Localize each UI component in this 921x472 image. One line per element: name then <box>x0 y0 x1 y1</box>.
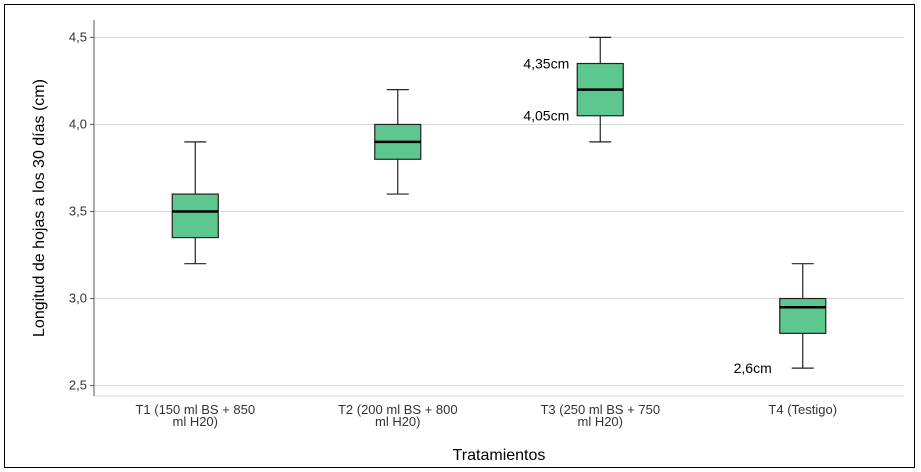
grid-lines <box>94 36 904 397</box>
category-label-line: T3 (250 ml BS + 750 <box>540 402 660 417</box>
category-label-line: ml H20) <box>375 414 421 429</box>
value-annotation: 4,05cm <box>523 108 569 124</box>
x-axis-title: Tratamientos <box>453 447 546 464</box>
boxes <box>171 36 827 369</box>
iqr-box <box>779 297 827 334</box>
category-label: T1 (150 ml BS + 850 ml H20) <box>135 402 255 429</box>
box-4 <box>779 263 827 369</box>
category-label-line: ml H20) <box>172 414 218 429</box>
annotations: 4,35cm 4,05cm 2,6cm <box>523 56 771 377</box>
category-label: T4 (Testigo) <box>768 402 837 417</box>
box-1 <box>171 141 219 265</box>
value-annotation: 2,6cm <box>734 360 772 376</box>
y-tick-label: 3,0 <box>69 291 87 306</box>
y-tick-label: 3,5 <box>69 203 87 218</box>
category-label-line: ml H20) <box>577 414 623 429</box>
iqr-box <box>171 193 219 239</box>
y-tick-label: 4,0 <box>69 116 87 131</box>
y-tick-label: 2,5 <box>69 378 87 393</box>
category-label: T2 (200 ml BS + 800 ml H20) <box>338 402 458 429</box>
box-3 <box>576 36 624 143</box>
y-tick-label: 4,5 <box>69 29 87 44</box>
category-label-line: T1 (150 ml BS + 850 <box>135 402 255 417</box>
value-annotation: 4,35cm <box>523 56 569 72</box>
category-label: T3 (250 ml BS + 750 ml H20) <box>540 402 660 429</box>
category-label-line: T4 (Testigo) <box>768 402 837 417</box>
chart-frame <box>4 4 915 468</box>
y-axis-title: Longitud de hojas a los 30 días (cm) <box>31 79 48 337</box>
box-2 <box>374 89 422 195</box>
category-labels: T1 (150 ml BS + 850 ml H20)T2 (200 ml BS … <box>135 402 837 429</box>
category-label-line: T2 (200 ml BS + 800 <box>338 402 458 417</box>
y-ticks: 2,5 3,0 3,5 4,0 4,5 <box>69 29 94 393</box>
